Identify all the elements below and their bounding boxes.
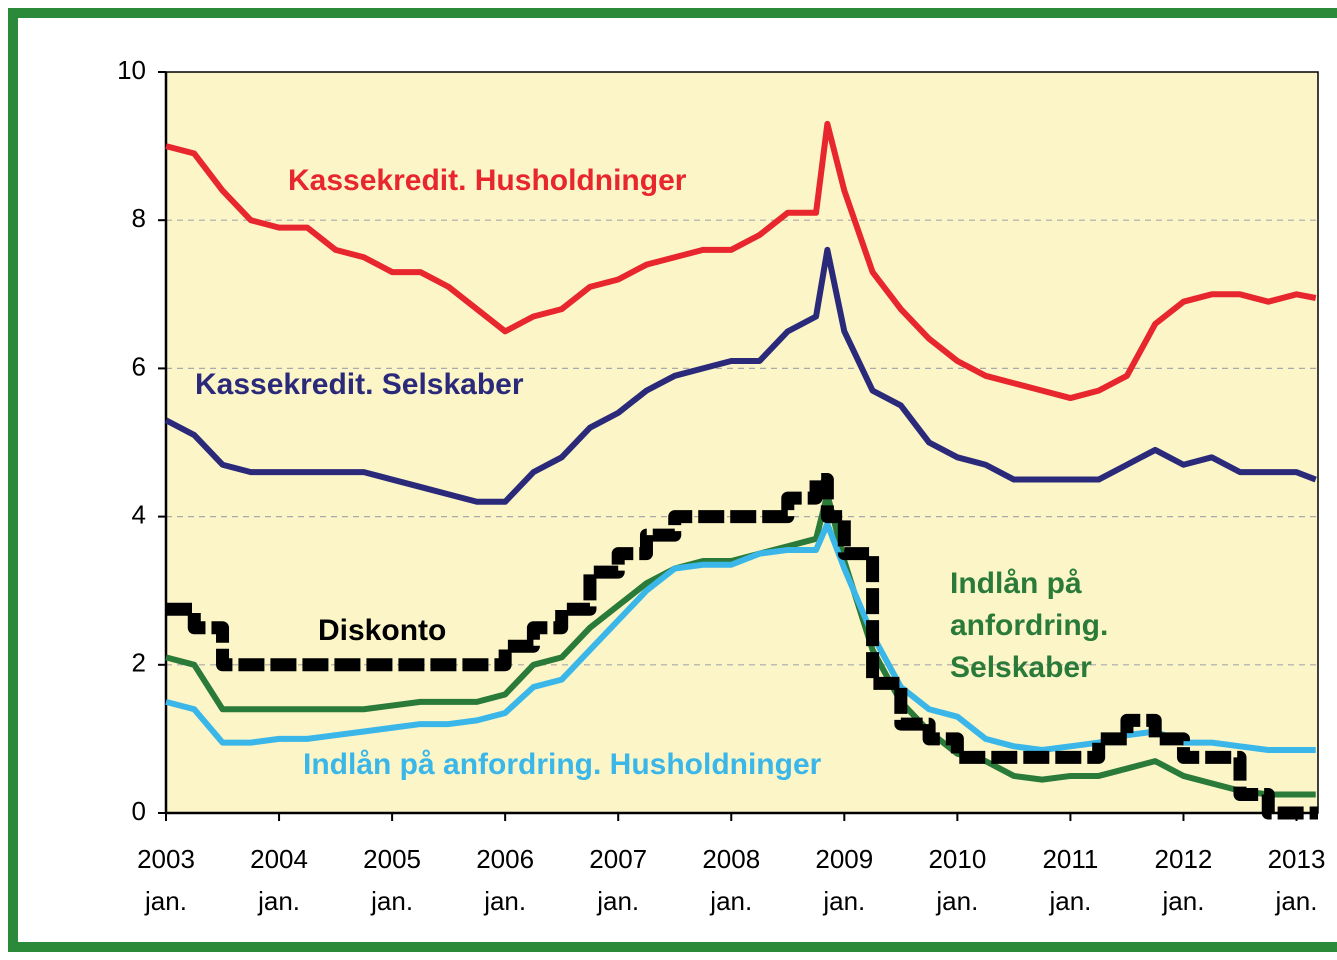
x-tick-label: 2012 xyxy=(1155,844,1213,874)
series-label: Kassekredit. Husholdninger xyxy=(288,164,687,197)
series-line xyxy=(166,473,1323,820)
series-label: Selskaber xyxy=(950,651,1092,684)
x-tick-label: 2010 xyxy=(928,844,986,874)
x-tick-label: 2003 xyxy=(137,844,195,874)
x-tick-sublabel: jan. xyxy=(935,886,978,916)
series-label: Indlån på anfordring. Husholdninger xyxy=(303,748,822,781)
x-tick-sublabel: jan. xyxy=(1048,886,1091,916)
series-label: anfordring. xyxy=(950,609,1108,642)
y-tick-label: 0 xyxy=(132,796,146,826)
series-label: Kassekredit. Selskaber xyxy=(195,368,524,401)
series-label: Indlån på xyxy=(950,567,1082,600)
series-line xyxy=(165,120,1317,402)
y-tick-label: 6 xyxy=(132,351,146,381)
series-line xyxy=(165,521,1316,754)
x-tick-sublabel: jan. xyxy=(1275,886,1318,916)
x-tick-label: 2013 xyxy=(1268,844,1326,874)
series-label: Diskonto xyxy=(318,614,446,647)
frame xyxy=(8,8,1337,952)
series-line xyxy=(164,246,1317,505)
y-tick-label: 2 xyxy=(132,648,146,678)
y-tick-label: 8 xyxy=(132,203,146,233)
x-tick-label: 2004 xyxy=(250,844,308,874)
x-tick-sublabel: jan. xyxy=(709,886,752,916)
x-tick-label: 2011 xyxy=(1042,844,1098,874)
x-tick-sublabel: jan. xyxy=(596,886,639,916)
x-tick-sublabel: jan. xyxy=(144,886,187,916)
plot-area xyxy=(165,71,1319,814)
x-tick-sublabel: jan. xyxy=(1162,886,1205,916)
x-tick-label: 2006 xyxy=(476,844,534,874)
x-tick-sublabel: jan. xyxy=(822,886,865,916)
x-tick-sublabel: jan. xyxy=(257,886,300,916)
x-tick-label: 2005 xyxy=(363,844,421,874)
x-tick-sublabel: jan. xyxy=(483,886,526,916)
x-tick-sublabel: jan. xyxy=(370,886,413,916)
x-tick-label: 2009 xyxy=(815,844,873,874)
x-tick-label: 2007 xyxy=(589,844,647,874)
y-tick-label: 10 xyxy=(117,55,146,85)
y-tick-label: 4 xyxy=(132,499,146,529)
x-tick-label: 2008 xyxy=(702,844,760,874)
